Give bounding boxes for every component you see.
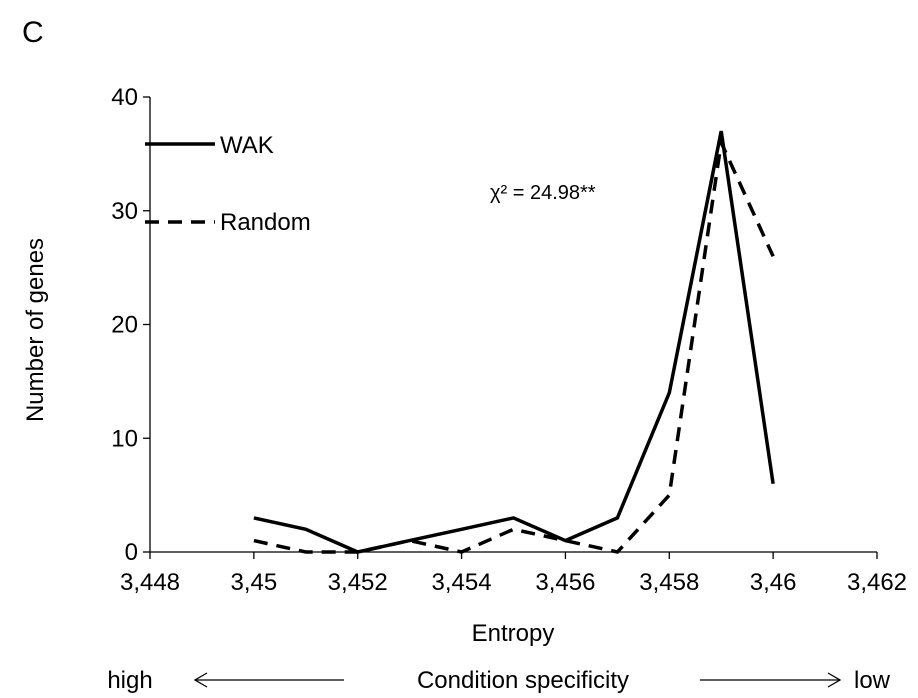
- legend: WAK Random: [145, 132, 311, 236]
- chi-square-annotation: χ² = 24.98**: [490, 182, 596, 204]
- y-tick-label: 10: [111, 425, 138, 452]
- y-axis-label: Number of genes: [22, 238, 49, 422]
- y-tick-label: 20: [111, 312, 138, 339]
- x-tick-label: 3,454: [432, 569, 492, 596]
- panel-label: C: [22, 16, 44, 49]
- y-tick-label: 0: [125, 539, 138, 566]
- specificity-high-label: high: [107, 667, 152, 694]
- y-tick-label: 40: [111, 84, 138, 111]
- arrow-right-head-icon: [827, 672, 842, 688]
- x-tick-label: 3,452: [328, 569, 388, 596]
- specificity-center-label: Condition specificity: [417, 667, 629, 694]
- x-tick-label: 3,456: [535, 569, 595, 596]
- x-tick-label: 3,46: [750, 569, 797, 596]
- x-tick-marks: [149, 552, 878, 559]
- x-axis-label: Entropy: [472, 620, 555, 647]
- series-lines: [253, 130, 775, 554]
- x-tick-label: 3,462: [847, 569, 907, 596]
- x-tick-labels: 3,448 3,45 3,452 3,454 3,456 3,458 3,46 3,462: [120, 569, 907, 596]
- arrow-left-head-icon: [193, 672, 208, 688]
- x-tick-label: 3,448: [120, 569, 180, 596]
- y-tick-marks: [143, 96, 150, 553]
- x-tick-label: 3,458: [639, 569, 699, 596]
- x-tick-label: 3,45: [230, 569, 277, 596]
- y-tick-labels: 0 10 20 30 40: [111, 84, 138, 566]
- specificity-axis: high Condition specificity low: [107, 667, 890, 694]
- specificity-low-label: low: [854, 667, 891, 694]
- series-line-wak: [253, 130, 775, 554]
- y-tick-label: 30: [111, 198, 138, 225]
- legend-label-random: Random: [220, 209, 311, 236]
- legend-label-wak: WAK: [220, 132, 274, 159]
